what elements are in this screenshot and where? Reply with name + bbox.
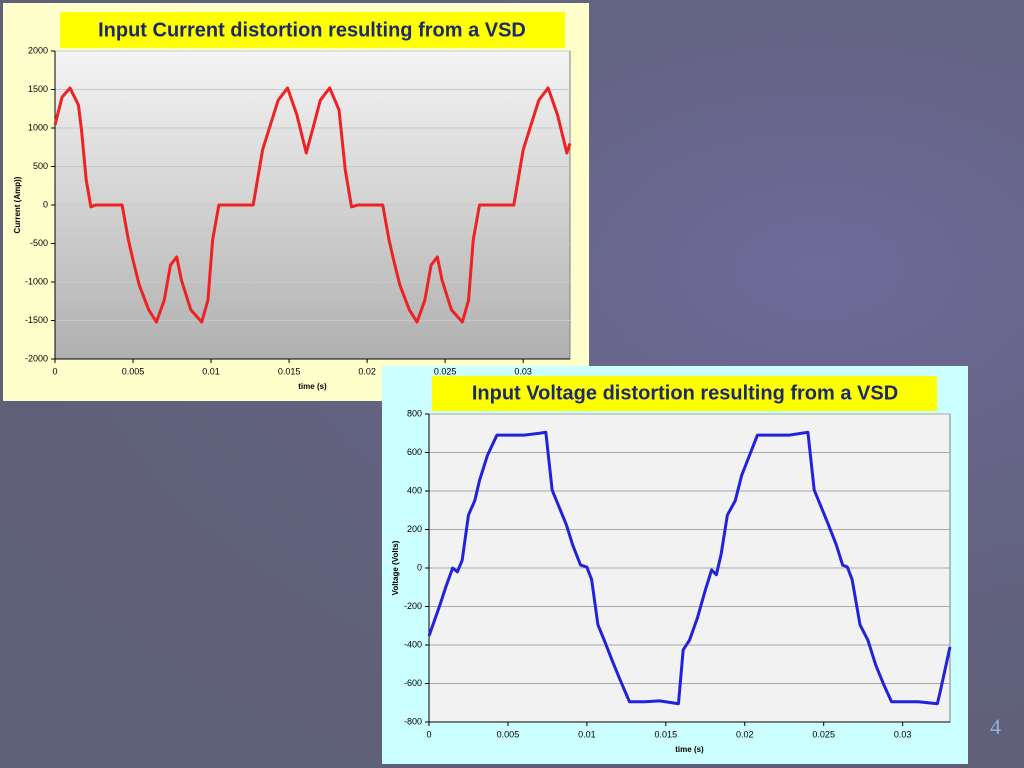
- y-tick-label: -1000: [25, 276, 48, 286]
- y-tick-label: 1500: [28, 84, 48, 94]
- y-tick-label: -200: [404, 601, 422, 611]
- y-tick-label: -800: [404, 716, 422, 726]
- y-axis-label: Voltage (Volts): [391, 540, 400, 595]
- y-tick-label: -500: [30, 238, 48, 248]
- chart-title: Input Current distortion resulting from …: [98, 19, 526, 41]
- y-tick-label: 0: [43, 199, 48, 209]
- x-tick-label: 0.005: [122, 366, 145, 376]
- y-tick-label: 2000: [28, 45, 48, 55]
- page-number: 4: [990, 714, 1001, 739]
- y-tick-label: -600: [404, 678, 422, 688]
- chart-title: Input Voltage distortion resulting from …: [472, 382, 898, 404]
- series-line: [53, 86, 572, 324]
- y-tick-label: -400: [404, 639, 422, 649]
- x-tick-label: 0.015: [655, 729, 678, 739]
- y-tick-label: -1500: [25, 315, 48, 325]
- x-tick-label: 0.025: [812, 729, 835, 739]
- x-tick-label: 0.01: [578, 729, 596, 739]
- y-tick-label: 0: [417, 562, 422, 572]
- x-axis-label: time (s): [298, 382, 327, 391]
- series-line: [427, 430, 952, 706]
- title-box: [432, 376, 937, 411]
- title-box: [60, 12, 565, 48]
- x-tick-label: 0.01: [202, 366, 220, 376]
- x-tick-label: 0.02: [358, 366, 376, 376]
- y-axis-label: Current (Amp)): [13, 176, 22, 233]
- y-tick-label: 800: [407, 408, 422, 418]
- x-tick-label: 0.015: [278, 366, 301, 376]
- y-tick-label: 400: [407, 485, 422, 495]
- x-tick-label: 0.02: [736, 729, 754, 739]
- y-tick-label: 500: [33, 161, 48, 171]
- x-tick-label: 0.03: [894, 729, 912, 739]
- x-tick-label: 0: [426, 729, 431, 739]
- y-tick-label: 600: [407, 447, 422, 457]
- x-axis-label: time (s): [675, 745, 704, 754]
- y-tick-label: 1000: [28, 122, 48, 132]
- x-tick-label: 0.005: [497, 729, 520, 739]
- y-tick-label: -2000: [25, 353, 48, 363]
- x-tick-label: 0.025: [434, 366, 457, 376]
- x-tick-label: 0: [52, 366, 57, 376]
- x-tick-label: 0.03: [514, 366, 532, 376]
- y-tick-label: 200: [407, 524, 422, 534]
